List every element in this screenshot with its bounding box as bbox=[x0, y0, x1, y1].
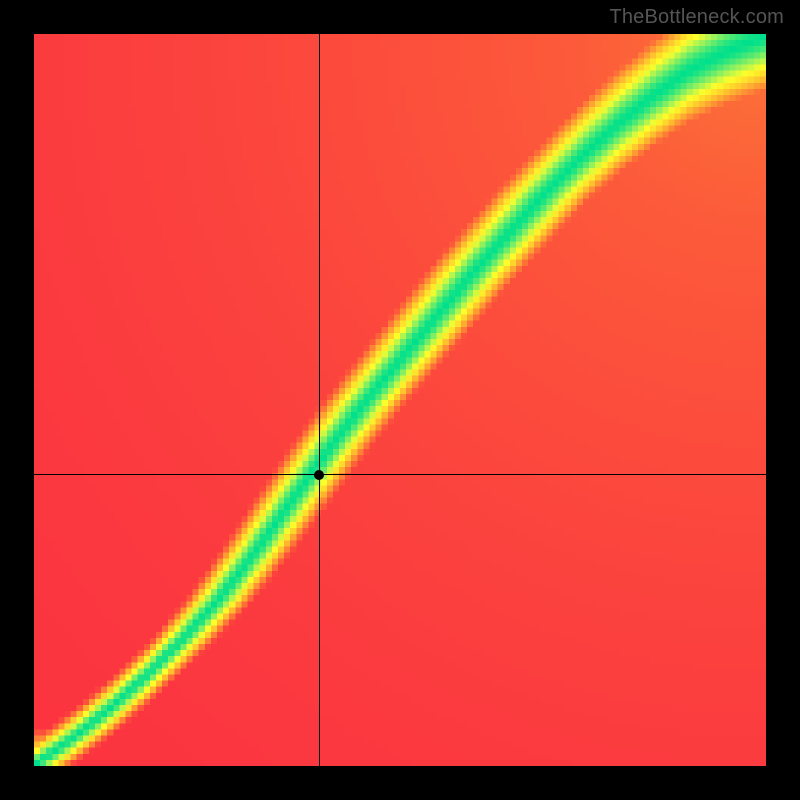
watermark-text: TheBottleneck.com bbox=[609, 6, 784, 29]
heatmap-canvas bbox=[34, 34, 766, 766]
crosshair-vertical bbox=[319, 34, 320, 766]
selection-marker[interactable] bbox=[314, 470, 324, 480]
heatmap-plot bbox=[34, 34, 766, 766]
crosshair-horizontal bbox=[34, 474, 766, 475]
